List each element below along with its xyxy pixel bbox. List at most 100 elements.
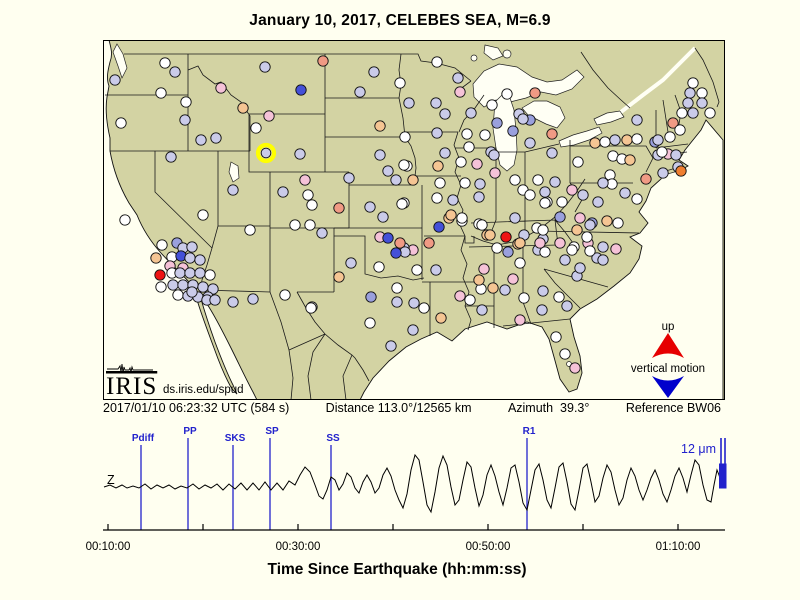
station-dot[interactable] [227,296,239,308]
station-dot[interactable] [553,291,565,303]
station-dot[interactable] [279,289,291,301]
station-dot[interactable] [411,264,423,276]
station-dot[interactable] [514,314,526,326]
station-dot[interactable] [514,257,526,269]
station-dot[interactable] [550,331,562,343]
station-dot[interactable] [431,56,443,68]
station-dot[interactable] [390,174,402,186]
station-dot[interactable] [461,128,473,140]
station-dot[interactable] [574,212,586,224]
station-dot[interactable] [539,197,551,209]
station-dot[interactable] [610,243,622,255]
station-dot[interactable] [559,348,571,360]
station-dot[interactable] [687,107,699,119]
station-dot[interactable] [210,132,222,144]
station-dot[interactable] [407,324,419,336]
station-dot[interactable] [619,187,631,199]
station-dot[interactable] [215,82,227,94]
station-dot[interactable] [169,66,181,78]
station-dot[interactable] [554,211,566,223]
station-dot[interactable] [577,189,589,201]
station-dot[interactable] [431,192,443,204]
station-dot[interactable] [471,158,483,170]
station-dot[interactable] [184,267,196,279]
station-dot[interactable] [474,178,486,190]
station-dot[interactable] [657,167,669,179]
station-dot[interactable] [676,107,688,119]
station-dot[interactable] [459,177,471,189]
station-dot[interactable] [473,191,485,203]
station-dot[interactable] [115,117,127,129]
station-dot[interactable] [704,107,716,119]
station-dot[interactable] [377,211,389,223]
station-dot[interactable] [119,214,131,226]
station-dot[interactable] [184,252,196,264]
station-dot[interactable] [186,286,198,298]
station-dot[interactable] [306,199,318,211]
station-dot[interactable] [509,212,521,224]
station-dot[interactable] [589,137,601,149]
station-dot[interactable] [674,124,686,136]
station-dot[interactable] [571,224,583,236]
station-dot[interactable] [259,61,271,73]
station-dot[interactable] [667,117,679,129]
station-dot[interactable] [664,131,676,143]
station-dot[interactable] [364,317,376,329]
iris-logo[interactable]: IRIS ds.iris.edu/spud [106,363,244,400]
station-dot[interactable] [302,189,314,201]
station-dot[interactable] [333,271,345,283]
station-dot[interactable] [354,86,366,98]
station-dot[interactable] [491,242,503,254]
station-dot[interactable] [364,201,376,213]
station-dot[interactable] [465,107,477,119]
station-dot[interactable] [382,165,394,177]
station-dot[interactable] [502,246,514,258]
station-dot[interactable] [597,254,609,266]
station-dot[interactable] [423,237,435,249]
station-dot[interactable] [554,237,566,249]
station-dot[interactable] [455,156,467,168]
station-dot[interactable] [430,97,442,109]
station-dot[interactable] [432,160,444,172]
station-dot[interactable] [597,177,609,189]
station-dot[interactable] [487,282,499,294]
station-dot[interactable] [197,281,209,293]
station-dot[interactable] [631,193,643,205]
station-dot[interactable] [556,196,568,208]
station-dot[interactable] [464,294,476,306]
station-dot[interactable] [250,122,262,134]
station-dot[interactable] [150,252,162,264]
station-dot[interactable] [529,87,541,99]
station-dot[interactable] [656,146,668,158]
station-dot[interactable] [396,198,408,210]
station-dot[interactable] [476,219,488,231]
station-dot[interactable] [365,291,377,303]
station-dot[interactable] [343,172,355,184]
station-dot[interactable] [500,231,512,243]
station-dot[interactable] [155,87,167,99]
station-dot[interactable] [537,285,549,297]
station-dot[interactable] [289,219,301,231]
station-dot[interactable] [696,97,708,109]
station-dot[interactable] [584,245,596,257]
station-dot[interactable] [174,267,186,279]
station-dot[interactable] [675,165,687,177]
station-dot[interactable] [559,254,571,266]
station-dot[interactable] [385,340,397,352]
station-dot[interactable] [491,117,503,129]
selected-station-dot[interactable] [260,147,272,159]
station-dot[interactable] [488,149,500,161]
station-dot[interactable] [518,292,530,304]
station-dot[interactable] [621,134,633,146]
station-dot[interactable] [696,87,708,99]
station-dot[interactable] [609,134,621,146]
station-dot[interactable] [197,209,209,221]
station-dot[interactable] [398,159,410,171]
station-dot[interactable] [447,194,459,206]
station-dot[interactable] [489,167,501,179]
station-dot[interactable] [581,231,593,243]
station-dot[interactable] [204,269,216,281]
station-dot[interactable] [631,133,643,145]
station-dot[interactable] [418,302,430,314]
station-dot[interactable] [463,141,475,153]
